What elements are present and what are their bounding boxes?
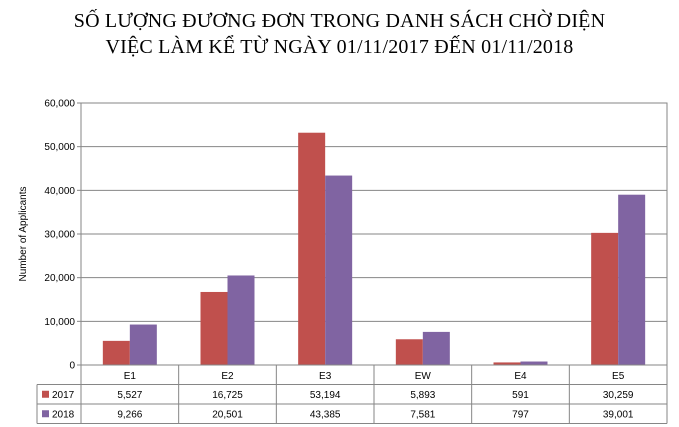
legend-label-2018: 2018 xyxy=(52,409,75,420)
bar-2017-ew xyxy=(395,339,423,365)
data-label: 5,893 xyxy=(410,390,435,401)
y-axis-label: Number of Applicants xyxy=(18,186,29,281)
data-label: 5,527 xyxy=(117,390,142,401)
bar-2018-e3 xyxy=(325,175,353,365)
x-category-label: E5 xyxy=(612,371,625,382)
data-label: 9,266 xyxy=(117,409,142,420)
x-category-label: E1 xyxy=(124,371,137,382)
y-tick-label: 40,000 xyxy=(44,186,75,197)
chart-title-line-2: VIỆC LÀM KỂ TỪ NGÀY 01/11/2017 ĐẾN 01/11… xyxy=(105,36,574,58)
data-label: 797 xyxy=(512,409,529,420)
legend-label-2017: 2017 xyxy=(52,390,75,401)
data-label: 30,259 xyxy=(603,390,634,401)
legend-swatch-2017 xyxy=(42,390,49,398)
y-tick-label: 60,000 xyxy=(44,99,75,110)
y-tick-label: 10,000 xyxy=(44,317,75,328)
y-tick-label: 20,000 xyxy=(44,273,75,284)
bar-2017-e3 xyxy=(298,132,326,365)
data-label: 16,725 xyxy=(212,390,243,401)
x-category-label: E3 xyxy=(319,371,332,382)
data-table: E1 E2 E3 EW E4 E5 2017 5,527 16,725 53,194 5,893 59… xyxy=(36,364,668,424)
x-category-label: E4 xyxy=(514,371,527,382)
bar-2017-e2 xyxy=(200,291,228,365)
bar-2018-e1 xyxy=(129,324,157,365)
data-label: 39,001 xyxy=(603,409,634,420)
y-tick-label: 30,000 xyxy=(44,230,75,241)
legend-swatch-2018 xyxy=(42,410,49,418)
data-label: 7,581 xyxy=(410,409,435,420)
data-label: 53,194 xyxy=(310,390,341,401)
bar-2018-ew xyxy=(422,331,450,365)
y-tick-label: 50,000 xyxy=(44,142,75,153)
gridlines xyxy=(80,102,668,366)
bars xyxy=(102,132,646,365)
x-category-label: EW xyxy=(415,371,432,382)
data-label: 43,385 xyxy=(310,409,341,420)
chart-title-line-1: SỐ LƯỢNG ĐƯƠNG ĐƠN TRONG DANH SÁCH CHỜ D… xyxy=(73,10,606,32)
bar-2018-e2 xyxy=(227,275,255,365)
y-tick-label: 0 xyxy=(69,361,75,372)
x-category-label: E2 xyxy=(221,371,234,382)
bar-2018-e5 xyxy=(618,194,646,365)
bar-2017-e1 xyxy=(102,340,130,365)
axes: 0 10,000 20,000 30,000 40,000 50,000 60,000 xyxy=(44,99,81,372)
data-label: 591 xyxy=(512,390,529,401)
bar-2018-e4 xyxy=(520,361,548,365)
data-label: 20,501 xyxy=(212,409,243,420)
bar-2017-e5 xyxy=(591,232,619,365)
bar-2017-e4 xyxy=(493,362,521,365)
